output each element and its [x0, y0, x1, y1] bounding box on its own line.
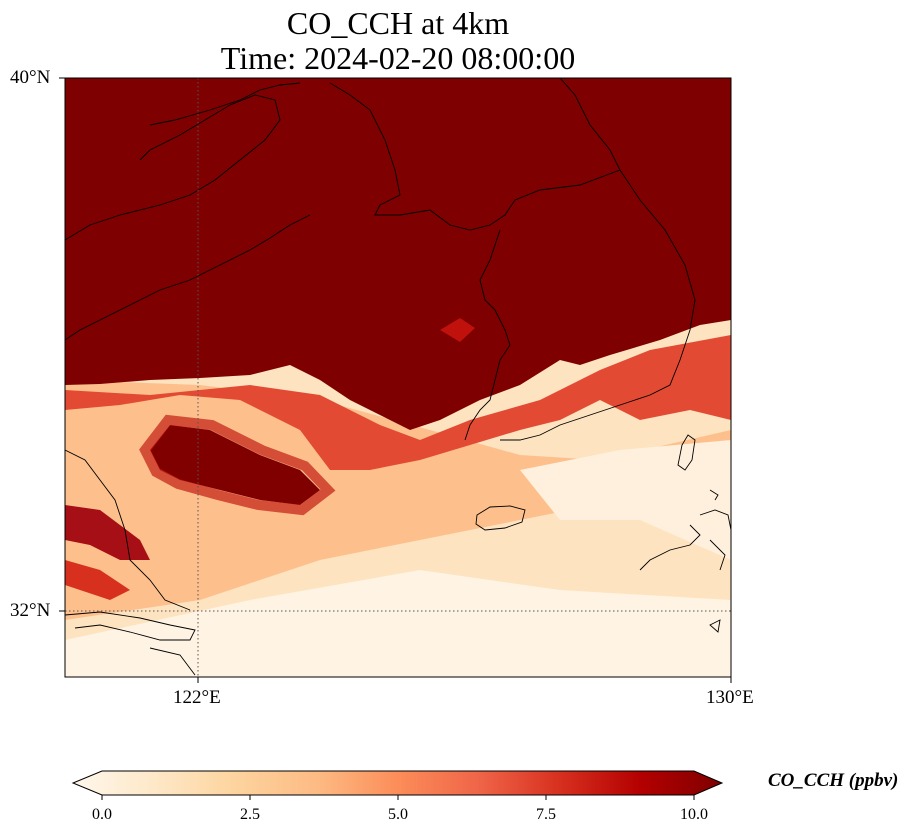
colorbar-tick-0: 0.0: [92, 806, 112, 823]
colorbar-body: [71, 770, 724, 796]
colorbar-ticks: [101, 795, 695, 800]
map-panel: [65, 78, 731, 677]
coast-korea-west: [464, 229, 511, 441]
lat-label-40: 40°N: [10, 67, 51, 88]
field-high-west-band-2: [65, 560, 130, 600]
map-title: CO_CCH at 4km: [286, 5, 510, 41]
colorbar-tick-4: 10.0: [680, 806, 708, 823]
coast-japan-tsushima: [677, 434, 696, 471]
colorbar: [71, 770, 724, 800]
lat-label-32: 32°N: [10, 600, 51, 621]
coast-north-bohai: [149, 82, 301, 126]
field-low-southeast: [520, 440, 731, 560]
field-high-blob: [150, 425, 320, 505]
coast-liaoning-korea-north: [329, 82, 621, 231]
field-high-west-band: [65, 505, 150, 560]
field-high-blob-edge: [139, 414, 336, 516]
colorbar-tick-3: 7.5: [536, 806, 556, 823]
coast-liaodong-shandong: [65, 94, 281, 241]
coast-korea-east: [500, 169, 696, 441]
coastlines: [65, 78, 731, 676]
field-transition-zone: [65, 335, 731, 470]
lon-label-122: 122°E: [173, 687, 221, 708]
map-frame: [64, 77, 732, 678]
field-saturated-north: [65, 78, 731, 430]
lon-label-130: 130°E: [706, 687, 754, 708]
coast-yangtze-delta: [65, 611, 196, 676]
colorbar-tick-1: 2.5: [240, 806, 260, 823]
axis-ticks: [59, 77, 732, 683]
map-subtitle-time: Time: 2024-02-20 08:00:00: [220, 40, 576, 76]
coast-shandong: [65, 214, 311, 341]
field-red-patch: [440, 318, 475, 342]
colorbar-tick-2: 5.0: [388, 806, 408, 823]
field-lowest-south: [65, 570, 731, 677]
coast-korea-northeast: [559, 78, 621, 171]
colorbar-label: CO_CCH (ppbv): [768, 770, 899, 791]
coast-china-east: [65, 449, 191, 611]
coast-jeju: [475, 505, 526, 531]
coast-japan-kyushu: [639, 489, 731, 633]
